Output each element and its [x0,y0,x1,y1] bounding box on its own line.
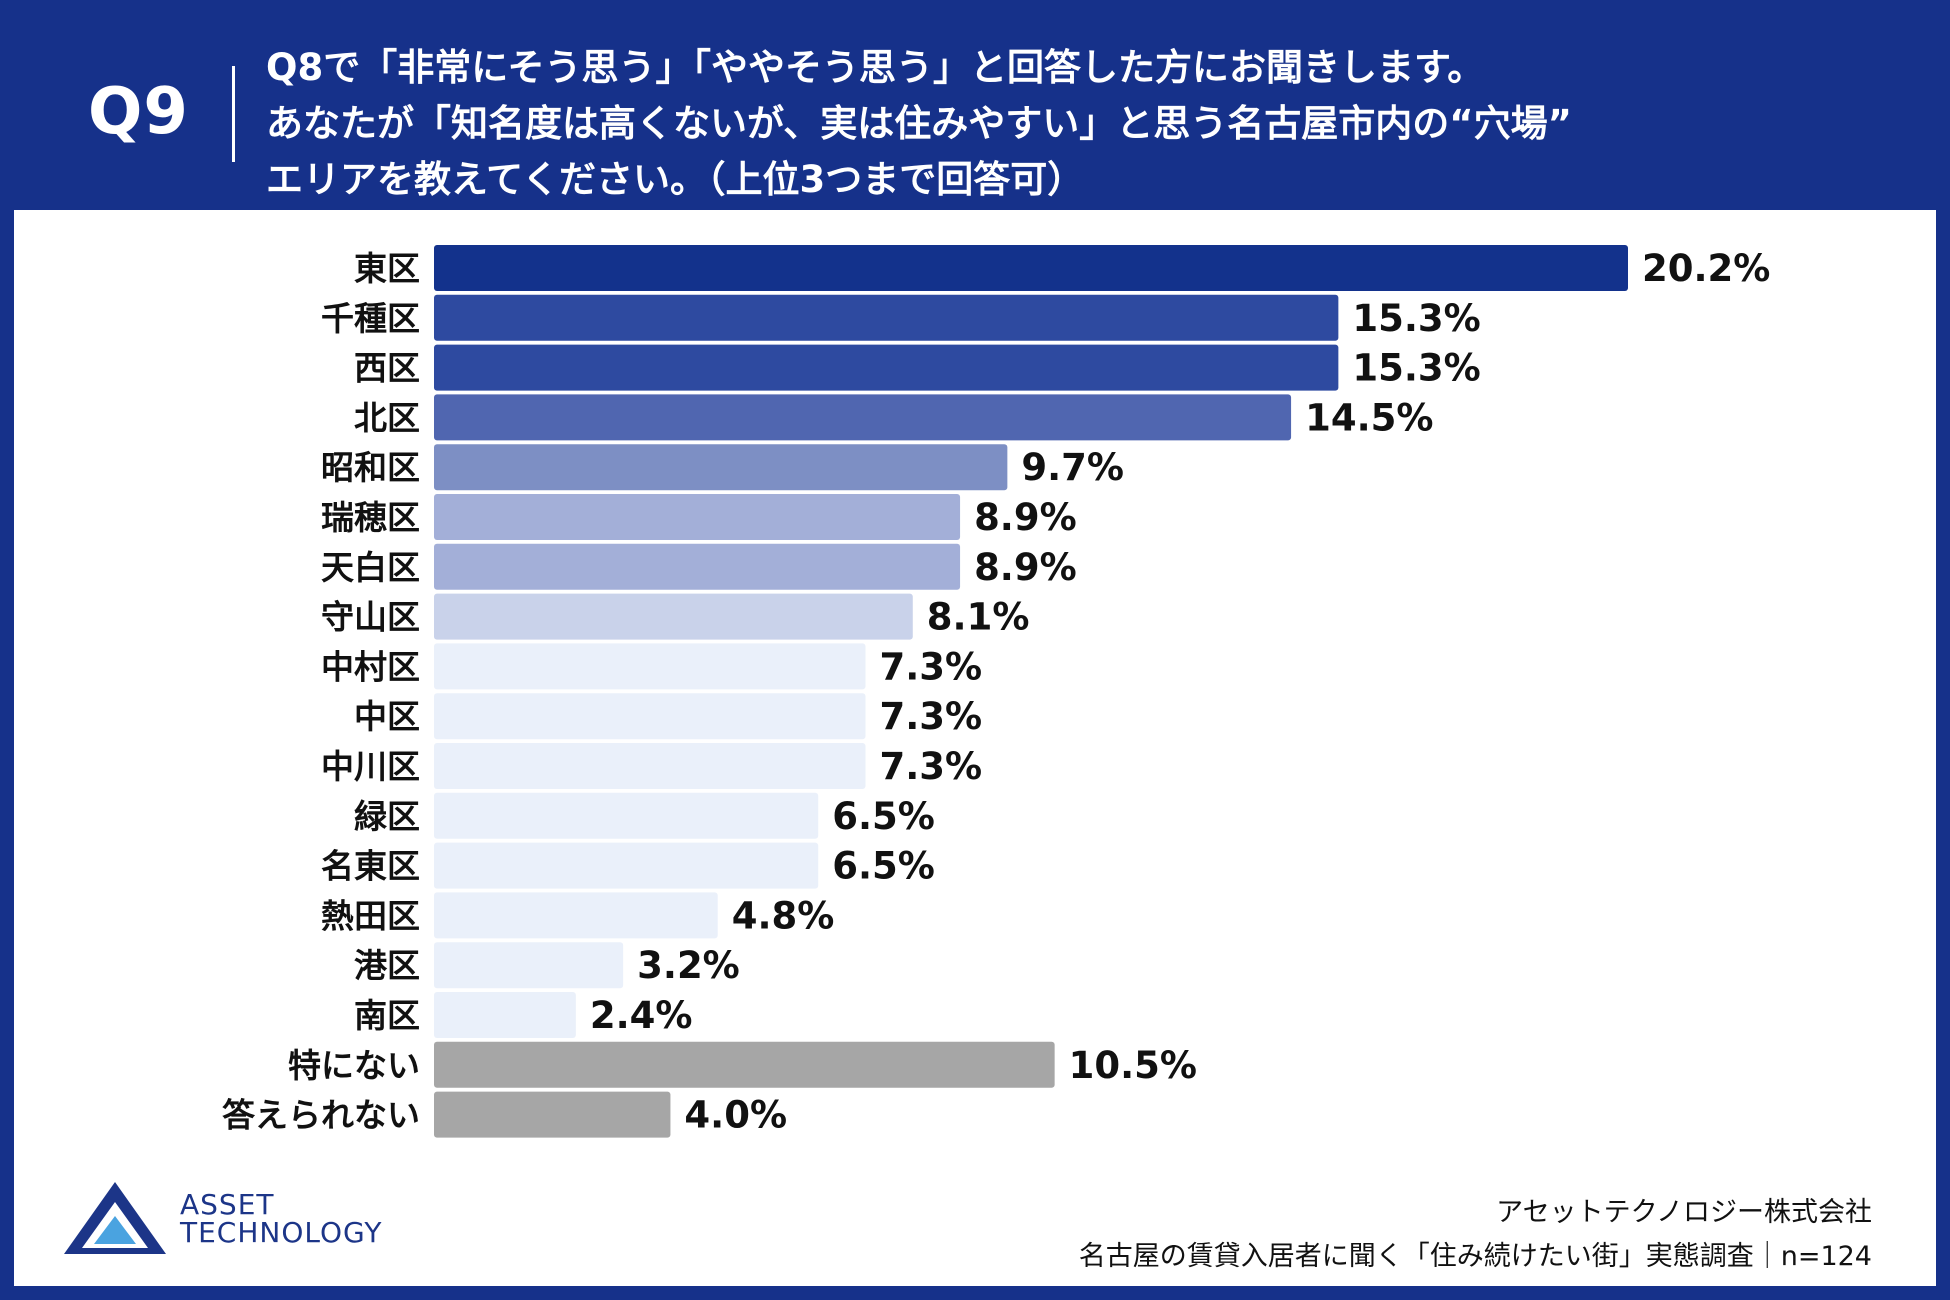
bar-18 [434,1091,671,1138]
logo-triangle-icon [64,1182,166,1254]
bar-6 [434,494,961,540]
content-panel: 東区 20.2% 千種区 15.3% 西区 15.3% 北区 14.5% 昭和区 9.7% 瑞穂区 8… [14,210,1936,1286]
bar-12 [434,792,819,839]
value-label-3: 15.3% [1352,347,1480,390]
footer-survey: 名古屋の賃貸入居者に聞く「住み続けたい街」実態調査｜n=124 [1078,1241,1872,1272]
bar-15 [434,942,624,989]
value-label-11: 7.3% [879,745,982,788]
value-label-6: 8.9% [974,496,1077,539]
category-label-13: 名東区 [321,847,420,886]
category-label-5: 昭和区 [321,448,420,487]
category-label-3: 西区 [354,349,420,388]
value-label-8: 8.1% [927,596,1030,639]
value-label-4: 14.5% [1305,396,1433,439]
bar-8 [434,593,913,640]
bar-17 [434,1041,1055,1088]
category-label-15: 港区 [354,946,420,985]
value-label-15: 3.2% [637,944,740,987]
category-label-4: 北区 [354,398,420,437]
logo-text-technology: TECHNOLOGY [180,1216,383,1249]
value-label-18: 4.0% [684,1094,787,1137]
bar-16 [434,992,576,1038]
value-label-17: 10.5% [1069,1044,1197,1087]
category-label-1: 東区 [354,249,420,288]
value-label-7: 8.9% [974,546,1077,589]
question-line-1: Q8で「非常にそう思う」「ややそう思う」と回答した方にお聞きします。 [266,46,1485,89]
header: Q9 Q8で「非常にそう思う」「ややそう思う」と回答した方にお聞きします。 あな… [0,0,1950,210]
bar-3 [434,344,1339,391]
bar-4 [434,394,1292,441]
value-label-14: 4.8% [732,894,835,937]
logo-text-asset: ASSET [180,1188,275,1221]
category-label-14: 熱田区 [321,896,420,935]
value-label-9: 7.3% [879,645,982,688]
category-label-18: 答えられない [222,1096,420,1135]
question-line-3: エリアを教えてください。（上位3つまで回答可） [266,158,1085,201]
value-label-1: 20.2% [1642,247,1770,290]
category-label-10: 中区 [354,697,420,736]
value-label-13: 6.5% [832,845,935,888]
bar-11 [434,743,866,789]
category-label-7: 天白区 [321,548,420,587]
category-label-6: 瑞穂区 [321,498,420,537]
bar-1 [434,245,1628,291]
question-line-2: あなたが「知名度は高くないが、実は住みやすい」と思う名古屋市内の“穴場” [266,102,1572,145]
category-label-9: 中村区 [321,647,420,686]
company-logo: ASSET TECHNOLOGY [50,1168,470,1268]
category-label-2: 千種区 [321,299,420,338]
value-label-12: 6.5% [832,795,935,838]
category-label-16: 南区 [354,996,420,1035]
value-label-5: 9.7% [1021,446,1124,489]
question-text: Q8で「非常にそう思う」「ややそう思う」と回答した方にお聞きします。 あなたが「… [266,40,1906,208]
value-label-2: 15.3% [1352,297,1480,340]
category-label-11: 中川区 [321,747,420,786]
bar-chart: 東区 20.2% 千種区 15.3% 西区 15.3% 北区 14.5% 昭和区 9.7% 瑞穂区 8… [222,245,1770,1138]
value-label-16: 2.4% [590,994,693,1037]
header-divider [232,66,235,162]
bar-5 [434,444,1008,491]
question-number: Q9 [88,75,189,149]
category-label-17: 特にない [288,1046,420,1085]
category-label-8: 守山区 [321,598,420,637]
category-label-12: 緑区 [354,797,420,836]
bar-7 [434,543,961,590]
bar-14 [434,892,718,939]
bar-13 [434,842,819,889]
bar-2 [434,294,1339,341]
value-label-10: 7.3% [879,695,982,738]
bar-9 [434,643,866,690]
bar-10 [434,693,866,740]
footer-company: アセットテクノロジー株式会社 [1496,1197,1872,1228]
